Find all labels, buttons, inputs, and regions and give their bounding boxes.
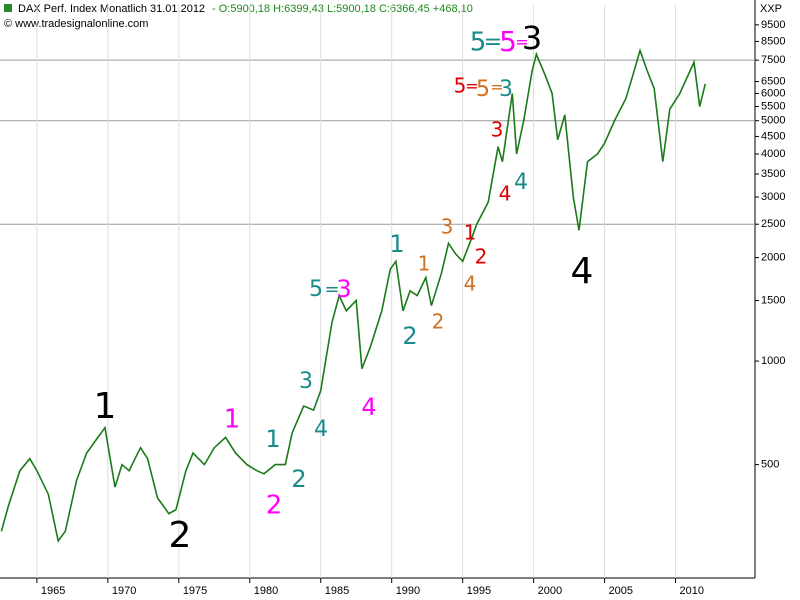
y-tick-label: 3000 <box>761 191 785 203</box>
wave-label: 2 <box>475 245 488 269</box>
wave-label: 1 <box>418 252 431 276</box>
wave-label: 2 <box>402 322 417 350</box>
wave-label: 5 <box>454 74 467 98</box>
y-tick-label: 1000 <box>761 355 785 367</box>
x-tick-label: 1985 <box>325 585 349 597</box>
y-tick-label: 500 <box>761 459 779 471</box>
wave-label: = <box>490 78 503 97</box>
x-tick-label: 1980 <box>254 585 278 597</box>
wave-label: = <box>465 77 478 96</box>
y-tick-label: 4500 <box>761 130 785 142</box>
x-tick-label: 1965 <box>41 585 65 597</box>
wave-label: 3 <box>491 118 504 142</box>
symbol: XXP <box>760 3 782 15</box>
y-tick-label: 5000 <box>761 115 785 127</box>
y-tick-label: 2500 <box>761 218 785 230</box>
wave-label: 5 <box>470 28 487 58</box>
y-tick-label: 3500 <box>761 168 785 180</box>
wave-label: = <box>515 33 528 52</box>
chart-subtitle: - O:5900,18 H:6399,43 L:5900,18 C:6366,4… <box>212 3 473 15</box>
x-tick-label: 1975 <box>183 585 207 597</box>
wave-label: 2 <box>291 465 306 493</box>
x-tick-label: 2000 <box>538 585 562 597</box>
chart-date: 31.01.2012 <box>150 3 205 15</box>
wave-label: 5 <box>476 77 490 102</box>
y-tick-label: 6500 <box>761 75 785 87</box>
x-tick-label: 1990 <box>396 585 420 597</box>
y-tick-label: 9500 <box>761 19 785 31</box>
wave-label: 1 <box>94 386 117 427</box>
y-tick-label: 2000 <box>761 251 785 263</box>
wave-label: = <box>324 279 339 300</box>
wave-label: 2 <box>169 515 192 556</box>
wave-label: = <box>484 30 502 55</box>
x-tick-label: 2005 <box>609 585 633 597</box>
y-tick-label: 8500 <box>761 35 785 47</box>
price-line <box>0 47 707 543</box>
y-tick-label: 4000 <box>761 148 785 160</box>
wave-label: 4 <box>571 251 594 292</box>
wave-label: 3 <box>522 19 542 57</box>
x-tick-label: 2010 <box>680 585 704 597</box>
wave-label: 2 <box>432 310 445 334</box>
icon <box>4 4 12 12</box>
chart-title: DAX Perf. Index Monatlich <box>18 3 147 15</box>
wave-label: 3 <box>299 369 313 394</box>
wave-label: 4 <box>499 182 512 206</box>
wave-label: 1 <box>464 221 477 245</box>
y-tick-label: 5500 <box>761 100 785 112</box>
y-tick-label: 7500 <box>761 54 785 66</box>
wave-label: 5 <box>499 25 517 58</box>
wave-label: 3 <box>336 275 351 303</box>
wave-label: 5 <box>309 277 323 302</box>
x-tick-label: 1970 <box>112 585 136 597</box>
y-tick-label: 6000 <box>761 87 785 99</box>
wave-label: 4 <box>464 272 477 296</box>
wave-label: 1 <box>265 425 280 453</box>
wave-label: 4 <box>361 393 376 421</box>
wave-label: 4 <box>314 417 328 442</box>
x-tick-label: 1995 <box>467 585 491 597</box>
wave-label: 3 <box>499 77 513 102</box>
wave-label: 3 <box>441 215 454 239</box>
source: © www.tradesignalonline.com <box>4 18 148 30</box>
wave-label: 1 <box>389 230 404 258</box>
wave-label: 2 <box>266 491 283 521</box>
y-tick-label: 1500 <box>761 294 785 306</box>
wave-label: 1 <box>224 405 241 435</box>
wave-label: 4 <box>514 170 528 195</box>
